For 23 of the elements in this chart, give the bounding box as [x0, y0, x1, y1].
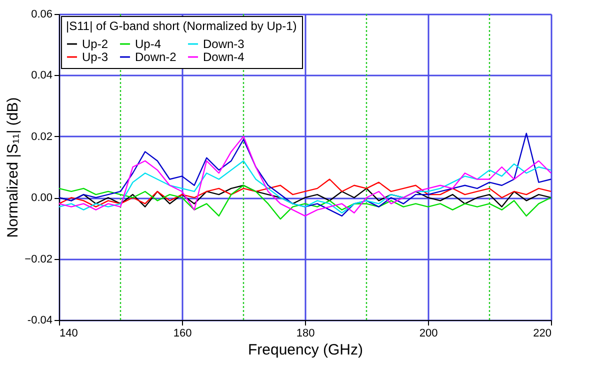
line-series: [58, 178, 552, 208]
y-tick-label: 0.02: [31, 130, 52, 143]
x-axis-title: Frequency (GHz): [248, 342, 364, 358]
y-tick-label: 0.06: [31, 8, 52, 20]
legend-title: |S11| of G-band short (Normalized by Up-1): [66, 19, 297, 33]
x-tick-label: 160: [173, 328, 192, 340]
legend-label: Down-2: [135, 50, 177, 64]
line-series: [58, 184, 552, 220]
line-series: [58, 160, 552, 214]
legend-label: Down-3: [203, 37, 245, 51]
y-tick-label: 0.00: [31, 192, 52, 204]
legend-label: Up-2: [82, 37, 108, 51]
legend-label: Up-3: [82, 50, 108, 64]
y-axis-title: Normalized |S₁₁| (dB): [4, 97, 22, 238]
y-tick-label: 0.04: [31, 70, 52, 82]
x-tick-label: 200: [419, 328, 438, 340]
y-tick-label: -0.04: [27, 314, 52, 326]
x-tick-label: 220: [533, 328, 552, 340]
x-tick-label: 140: [60, 328, 78, 340]
y-tick-label: −0.02: [24, 253, 52, 266]
legend-label: Down-4: [203, 50, 245, 64]
legend-label: Up-4: [135, 37, 162, 51]
x-tick-label: 180: [296, 328, 315, 340]
